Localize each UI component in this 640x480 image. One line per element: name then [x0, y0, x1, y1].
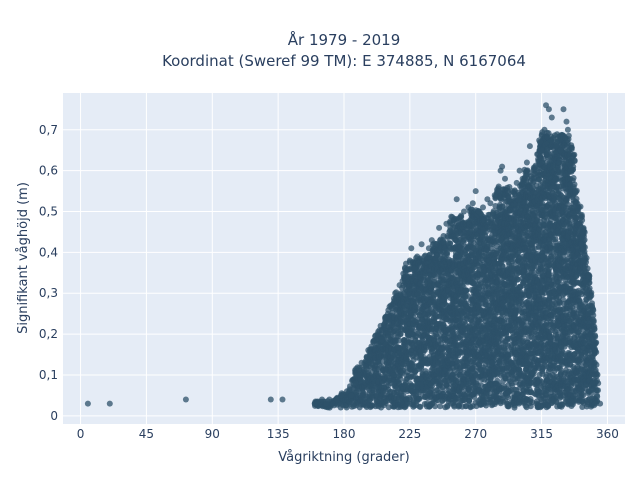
- data-point: [432, 403, 438, 410]
- data-point: [414, 304, 421, 311]
- data-point: [395, 337, 402, 344]
- data-point: [375, 359, 382, 365]
- data-point: [397, 331, 404, 338]
- data-point: [411, 368, 418, 375]
- data-points: [84, 102, 604, 411]
- data-point: [489, 359, 496, 366]
- data-point: [408, 325, 415, 332]
- data-point: [422, 368, 429, 375]
- data-point: [463, 287, 470, 294]
- data-point: [373, 366, 380, 373]
- data-point: [417, 403, 424, 410]
- data-point: [437, 403, 444, 410]
- data-point: [466, 398, 473, 404]
- data-point: [527, 396, 534, 402]
